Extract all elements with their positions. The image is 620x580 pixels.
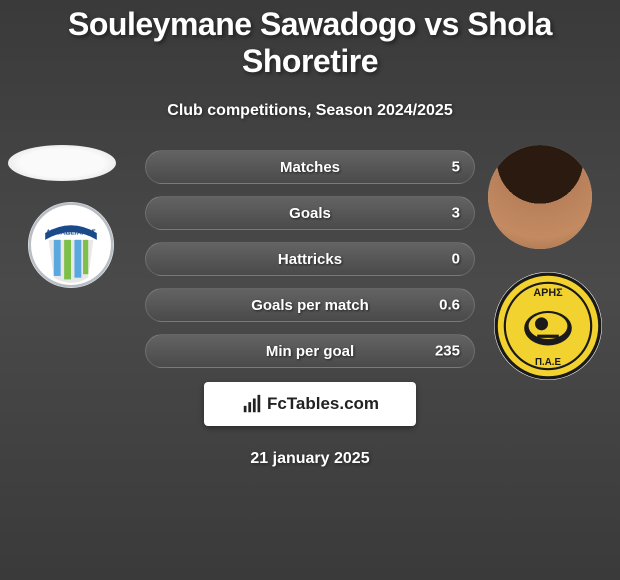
stat-value-right: 5 xyxy=(452,159,460,176)
svg-text:Π.Α.Ε: Π.Α.Ε xyxy=(535,357,561,368)
page-title: Souleymane Sawadogo vs Shola Shoretire xyxy=(0,0,620,80)
stat-value-right: 0 xyxy=(452,251,460,268)
stat-value-right: 3 xyxy=(452,205,460,222)
stat-value-right: 235 xyxy=(435,343,460,360)
comparison-panel: ΛΕΒΑΔΕΙΑΚΟΣ ΑΡΗΣ Π.Α.Ε Matches 5 Goals 3 Hat… xyxy=(0,150,620,468)
stat-label: Hattricks xyxy=(278,251,342,268)
chart-icon xyxy=(241,393,263,415)
stat-row: Matches 5 xyxy=(145,150,475,184)
snapshot-date: 21 january 2025 xyxy=(0,450,620,468)
stat-label: Goals xyxy=(289,205,331,222)
brand-badge: FcTables.com xyxy=(204,382,416,426)
svg-text:ΛΕΒΑΔΕΙΑΚΟΣ: ΛΕΒΑΔΕΙΑΚΟΣ xyxy=(46,230,96,237)
stat-row: Hattricks 0 xyxy=(145,242,475,276)
stat-row: Goals 3 xyxy=(145,196,475,230)
stat-value-right: 0.6 xyxy=(439,297,460,314)
stat-label: Min per goal xyxy=(266,343,354,360)
stat-label: Goals per match xyxy=(251,297,369,314)
club-left-logo: ΛΕΒΑΔΕΙΑΚΟΣ xyxy=(28,202,114,288)
svg-text:ΑΡΗΣ: ΑΡΗΣ xyxy=(533,287,563,299)
stat-row: Goals per match 0.6 xyxy=(145,288,475,322)
player-left-avatar xyxy=(8,145,116,181)
subtitle: Club competitions, Season 2024/2025 xyxy=(0,102,620,120)
brand-text: FcTables.com xyxy=(267,394,379,414)
player-right-avatar xyxy=(488,145,592,249)
stat-label: Matches xyxy=(280,159,340,176)
club-right-logo: ΑΡΗΣ Π.Α.Ε xyxy=(494,272,602,380)
stat-row: Min per goal 235 xyxy=(145,334,475,368)
